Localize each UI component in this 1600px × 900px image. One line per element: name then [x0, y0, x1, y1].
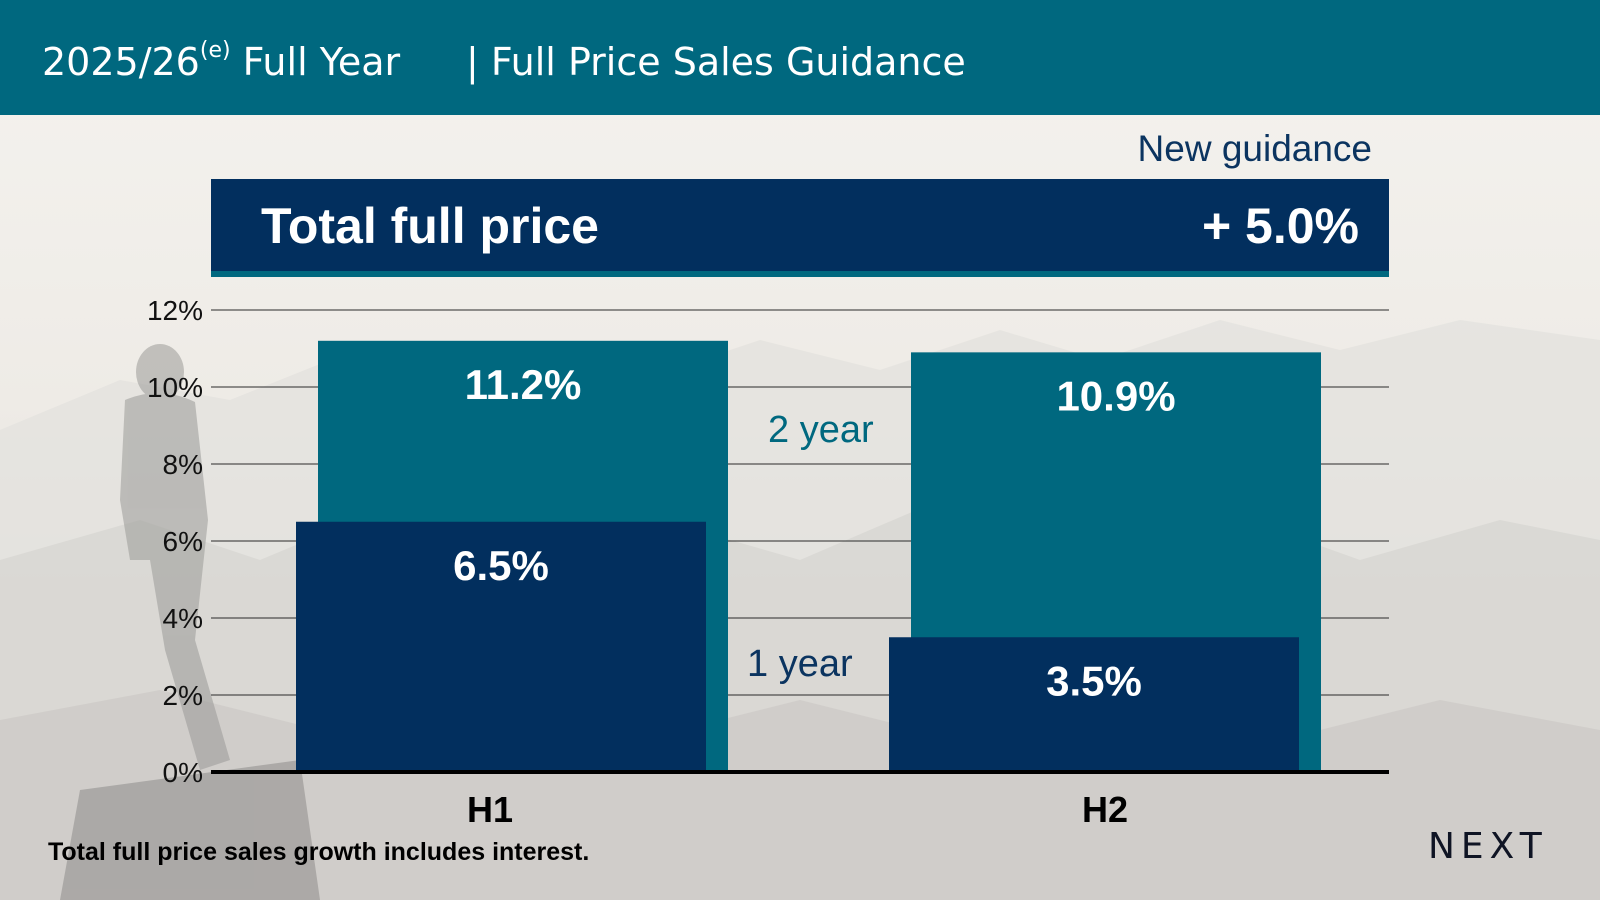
y-tick-label: 2%	[163, 680, 203, 711]
data-label: 11.2%	[465, 361, 582, 408]
header-title-superscript: (e)	[199, 38, 231, 64]
next-logo: NEXT	[1428, 826, 1548, 867]
x-category-label: H2	[1082, 789, 1128, 830]
series-label-1-year: 1 year	[747, 643, 853, 685]
bar-1-year-H2	[889, 637, 1299, 772]
data-label: 6.5%	[453, 542, 549, 589]
new-guidance-label: New guidance	[1137, 128, 1372, 169]
banner-value: + 5.0%	[1201, 198, 1359, 254]
banner-label: Total full price	[261, 198, 599, 254]
bar-1-year-H1	[296, 521, 706, 772]
y-tick-label: 10%	[147, 372, 203, 403]
data-label: 3.5%	[1046, 657, 1142, 704]
y-tick-label: 0%	[163, 757, 203, 788]
series-label-2-year: 2 year	[768, 409, 874, 451]
header-subtitle: | Full Price Sales Guidance	[466, 40, 966, 84]
y-tick-label: 12%	[147, 295, 203, 326]
data-label: 10.9%	[1056, 372, 1175, 419]
y-tick-label: 4%	[163, 603, 203, 634]
header-title: 2025/26(e) Full Year	[42, 38, 401, 84]
hiker-silhouette	[60, 344, 320, 900]
header-bar: 2025/26(e) Full Year | Full Price Sales …	[0, 0, 1600, 115]
y-tick-label: 8%	[163, 449, 203, 480]
total-full-price-banner: Total full price + 5.0%	[211, 179, 1389, 277]
footnote: Total full price sales growth includes i…	[48, 838, 590, 866]
x-category-label: H1	[467, 789, 513, 830]
y-tick-label: 6%	[163, 526, 203, 557]
